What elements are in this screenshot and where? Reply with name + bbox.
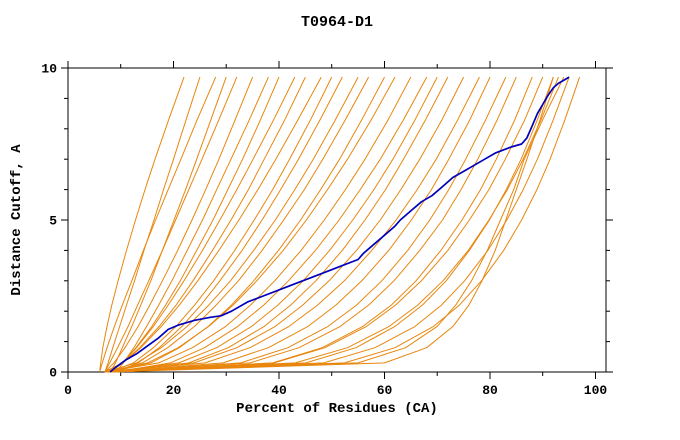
background-curve xyxy=(104,76,359,373)
background-curve xyxy=(104,76,480,373)
background-curve xyxy=(109,76,296,373)
plot-frame xyxy=(67,67,607,373)
background-curve xyxy=(110,76,570,373)
background-curve xyxy=(99,76,185,373)
background-curve xyxy=(104,76,396,373)
background-curve xyxy=(110,76,333,373)
x-axis-label: Percent of Residues (CA) xyxy=(236,401,438,417)
highlight-curve xyxy=(109,76,570,373)
background-curve xyxy=(104,76,306,373)
background-curve xyxy=(115,76,343,373)
background-curve xyxy=(104,76,238,373)
background-curve xyxy=(99,76,217,373)
plot-title: T0964-D1 xyxy=(301,14,373,31)
x-tick-label: 100 xyxy=(584,383,608,398)
background-curve xyxy=(115,76,269,373)
background-curve xyxy=(104,76,559,373)
background-curve xyxy=(115,76,428,373)
y-axis-label: Distance Cutoff, A xyxy=(9,144,25,296)
y-tick-label: 0 xyxy=(49,366,57,381)
background-curve xyxy=(110,76,544,373)
background-curve xyxy=(110,76,491,373)
background-curve xyxy=(104,76,533,373)
background-curve xyxy=(110,76,507,373)
y-tick-label: 10 xyxy=(41,62,57,77)
background-curve xyxy=(104,76,565,373)
background-curve xyxy=(110,76,438,373)
x-tick-label: 80 xyxy=(482,383,498,398)
background-curve xyxy=(110,76,554,373)
background-curve xyxy=(104,76,201,373)
background-curve xyxy=(109,76,227,373)
x-tick-label: 40 xyxy=(271,383,287,398)
background-curve xyxy=(110,76,385,373)
background-curve xyxy=(110,76,449,373)
plot-layer: 0 20 40 60 80 100 0 5 10 xyxy=(41,61,613,398)
y-tick-label: 5 xyxy=(49,214,57,229)
x-tick-label: 20 xyxy=(166,383,182,398)
background-curve xyxy=(104,76,517,373)
background-curve xyxy=(104,76,412,373)
x-tick-label: 0 xyxy=(64,383,72,398)
background-curve xyxy=(110,76,581,373)
background-curve xyxy=(104,76,254,373)
background-curve xyxy=(104,76,322,373)
background-curve xyxy=(110,76,370,373)
background-curve xyxy=(109,76,280,373)
background-curve xyxy=(115,76,554,373)
x-tick-label: 60 xyxy=(377,383,393,398)
